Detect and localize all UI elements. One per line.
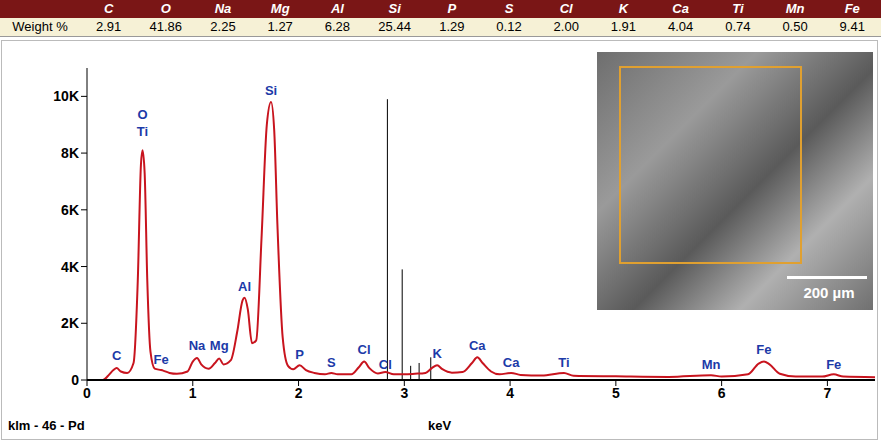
svg-text:Ca: Ca bbox=[469, 338, 486, 353]
html-text:Ca: Ca bbox=[672, 1, 689, 16]
svg-text:Ca: Ca bbox=[503, 355, 520, 370]
html-text:2.25: 2.25 bbox=[210, 19, 236, 34]
svg-text:Fe: Fe bbox=[153, 352, 168, 367]
svg-text:Cl: Cl bbox=[358, 342, 371, 357]
html-text:200 µm: 200 µm bbox=[803, 284, 855, 301]
html-text:Fe: Fe bbox=[844, 1, 860, 16]
svg-text:2: 2 bbox=[295, 385, 303, 401]
html-text:K: K bbox=[618, 1, 629, 16]
svg-text:1: 1 bbox=[189, 385, 197, 401]
html-text:1.91: 1.91 bbox=[610, 19, 637, 34]
html-text:1.29: 1.29 bbox=[439, 19, 465, 34]
html-text:2.00: 2.00 bbox=[553, 19, 579, 34]
html-text:Si: Si bbox=[388, 1, 401, 16]
svg-text:6: 6 bbox=[718, 385, 726, 401]
svg-text:S: S bbox=[327, 355, 336, 370]
svg-text:6K: 6K bbox=[61, 202, 79, 218]
svg-text:8K: 8K bbox=[61, 145, 79, 161]
html-text:P: P bbox=[447, 1, 457, 16]
html-text:S: S bbox=[504, 1, 514, 16]
html-text:Cl: Cl bbox=[559, 1, 573, 16]
svg-text:4K: 4K bbox=[61, 259, 79, 275]
svg-text:Fe: Fe bbox=[826, 357, 841, 372]
svg-text:Mn: Mn bbox=[702, 357, 721, 372]
svg-text:Ti: Ti bbox=[558, 355, 569, 370]
html-text:1.27: 1.27 bbox=[267, 19, 293, 34]
html-text:25.44: 25.44 bbox=[378, 19, 411, 34]
html-text:41.86: 41.86 bbox=[149, 19, 183, 34]
svg-text:5: 5 bbox=[612, 385, 620, 401]
html-text:Na: Na bbox=[214, 1, 232, 16]
html-text:Mg: Mg bbox=[270, 1, 290, 16]
html-text:Ti: Ti bbox=[732, 1, 744, 16]
svg-text:3: 3 bbox=[400, 385, 408, 401]
html-text:0.50: 0.50 bbox=[782, 19, 808, 34]
svg-text:O: O bbox=[137, 107, 147, 122]
html-text:4.04: 4.04 bbox=[668, 19, 694, 34]
html-text:klm - 46 - Pd: klm - 46 - Pd bbox=[8, 418, 85, 433]
svg-text:2K: 2K bbox=[61, 315, 79, 331]
svg-text:0: 0 bbox=[71, 372, 79, 388]
html-text:0.12: 0.12 bbox=[496, 19, 522, 34]
html-text:9.41: 9.41 bbox=[839, 19, 865, 34]
html-text:Mn: Mn bbox=[785, 1, 805, 16]
svg-text:P: P bbox=[295, 347, 304, 362]
svg-text:Na: Na bbox=[189, 338, 206, 353]
svg-text:Ti: Ti bbox=[137, 124, 148, 139]
svg-text:7: 7 bbox=[824, 385, 832, 401]
svg-text:0: 0 bbox=[83, 385, 91, 401]
html-text:0.74: 0.74 bbox=[725, 19, 751, 34]
svg-text:K: K bbox=[432, 346, 442, 361]
html-text:6.28: 6.28 bbox=[324, 19, 351, 34]
svg-text:10K: 10K bbox=[53, 88, 79, 104]
svg-text:Si: Si bbox=[265, 83, 277, 98]
html-text:2.91: 2.91 bbox=[95, 19, 122, 34]
html-text:C: C bbox=[103, 1, 114, 16]
svg-text:Al: Al bbox=[238, 279, 251, 294]
svg-text:4: 4 bbox=[506, 385, 514, 401]
html-text:keV: keV bbox=[428, 418, 452, 433]
svg-text:Cl: Cl bbox=[379, 357, 392, 372]
html-text:O: O bbox=[160, 1, 171, 16]
html-text:Weight %: Weight % bbox=[12, 19, 68, 34]
svg-text:Mg: Mg bbox=[210, 338, 229, 353]
html-text:Al: Al bbox=[330, 1, 344, 16]
svg-text:Fe: Fe bbox=[756, 342, 771, 357]
svg-text:C: C bbox=[112, 348, 122, 363]
